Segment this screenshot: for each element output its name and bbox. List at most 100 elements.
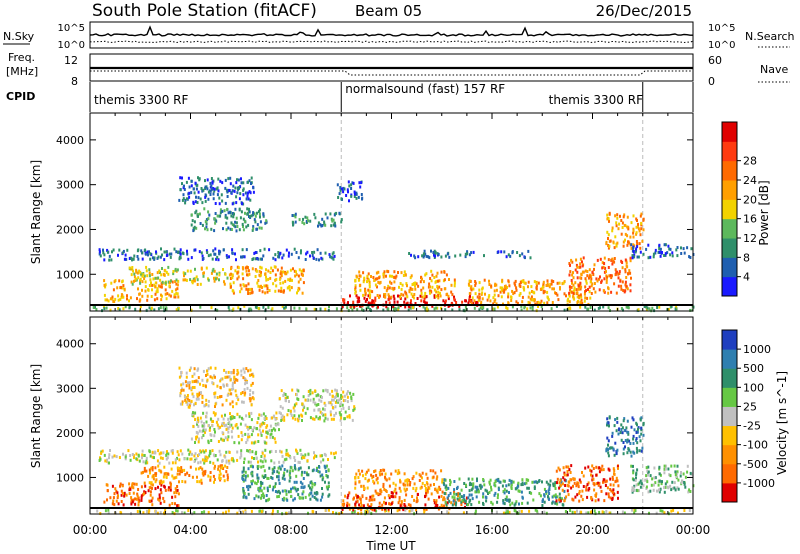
echo-cell bbox=[304, 398, 307, 402]
echo-cell bbox=[235, 423, 238, 426]
echo-cell bbox=[593, 483, 596, 487]
echo-cell bbox=[579, 276, 582, 280]
echo-cell bbox=[363, 276, 366, 280]
echo-cell bbox=[569, 509, 572, 512]
echo-cell bbox=[98, 252, 101, 256]
echo-cell bbox=[148, 250, 150, 254]
echo-cell bbox=[571, 260, 574, 264]
echo-cell bbox=[624, 268, 627, 272]
echo-cell bbox=[199, 466, 202, 470]
echo-cell bbox=[404, 273, 407, 277]
echo-cell bbox=[547, 296, 549, 300]
echo-cell bbox=[279, 251, 282, 255]
echo-cell bbox=[399, 480, 402, 484]
echo-cell bbox=[367, 288, 370, 292]
echo-cell bbox=[192, 229, 195, 233]
echo-cell bbox=[441, 478, 444, 482]
echo-cell bbox=[182, 271, 185, 275]
echo-cell bbox=[587, 288, 589, 291]
echo-cell bbox=[633, 508, 636, 512]
echo-cell bbox=[640, 222, 643, 225]
echo-cell bbox=[435, 274, 438, 278]
echo-cell bbox=[298, 414, 300, 418]
echo-cell bbox=[656, 489, 658, 493]
echo-cell bbox=[95, 308, 98, 311]
echo-cell bbox=[102, 251, 105, 255]
echo-cell bbox=[239, 422, 242, 426]
echo-cell bbox=[138, 459, 141, 463]
echo-cell bbox=[215, 257, 218, 261]
echo-cell bbox=[621, 266, 624, 270]
echo-cell bbox=[153, 256, 156, 260]
echo-cell bbox=[470, 493, 473, 497]
echo-cell bbox=[562, 503, 565, 507]
echo-cell bbox=[605, 240, 608, 244]
echo-cell bbox=[189, 450, 192, 454]
echo-cell bbox=[546, 290, 549, 294]
echo-cell bbox=[131, 482, 134, 486]
echo-cell bbox=[305, 307, 308, 311]
echo-cell bbox=[220, 395, 223, 398]
echo-cell bbox=[563, 471, 566, 475]
echo-cell bbox=[552, 482, 555, 486]
echo-cell bbox=[632, 229, 635, 233]
echo-cell bbox=[192, 200, 195, 204]
echo-cell bbox=[228, 375, 231, 379]
echo-cell bbox=[225, 370, 228, 374]
echo-cell bbox=[610, 274, 613, 278]
echo-cell bbox=[631, 508, 634, 512]
echo-cell bbox=[605, 278, 608, 282]
echo-cell bbox=[335, 411, 337, 415]
echo-cell bbox=[233, 189, 236, 193]
echo-cell bbox=[307, 452, 310, 456]
echo-cell bbox=[238, 508, 241, 512]
echo-cell bbox=[233, 416, 236, 419]
echo-cell bbox=[204, 384, 207, 388]
echo-cell bbox=[255, 269, 258, 273]
echo-cell bbox=[505, 484, 508, 488]
echo-cell bbox=[570, 290, 573, 294]
echo-cell bbox=[177, 295, 180, 299]
echo-cell bbox=[218, 214, 221, 218]
echo-cell bbox=[627, 432, 630, 436]
echo-cell bbox=[646, 478, 648, 482]
echo-cell bbox=[375, 271, 378, 275]
echo-cell bbox=[597, 306, 600, 310]
echo-cell bbox=[686, 470, 689, 474]
echo-cell bbox=[500, 295, 503, 299]
echo-cell bbox=[636, 225, 639, 229]
echo-cell bbox=[425, 254, 428, 258]
echo-cell bbox=[220, 437, 223, 441]
echo-cell bbox=[261, 257, 263, 261]
echo-cell bbox=[164, 472, 167, 476]
echo-cell bbox=[612, 483, 615, 487]
echo-cell bbox=[620, 307, 623, 310]
echo-cell bbox=[638, 242, 641, 246]
echo-cell bbox=[211, 180, 214, 184]
echo-cell bbox=[214, 454, 217, 457]
echo-cell bbox=[141, 280, 144, 284]
echo-cell bbox=[203, 424, 206, 428]
echo-cell bbox=[294, 487, 297, 491]
echo-cell bbox=[294, 220, 297, 224]
echo-cell bbox=[356, 300, 359, 304]
echo-cell bbox=[274, 440, 277, 444]
echo-cell bbox=[259, 423, 262, 427]
echo-cell bbox=[214, 366, 217, 370]
echo-cell bbox=[611, 226, 614, 230]
echo-cell bbox=[652, 255, 655, 259]
echo-cell bbox=[294, 212, 297, 216]
echo-cell bbox=[207, 404, 210, 408]
echo-cell bbox=[532, 498, 535, 502]
colorbar-tick-label: -25 bbox=[743, 420, 761, 433]
echo-cell bbox=[490, 284, 493, 288]
echo-cell bbox=[469, 294, 471, 298]
echo-cell bbox=[570, 464, 573, 468]
echo-cell bbox=[254, 481, 257, 485]
echo-cell bbox=[556, 477, 559, 481]
echo-cell bbox=[389, 503, 392, 506]
echo-cell bbox=[176, 268, 179, 272]
echo-cell bbox=[315, 497, 318, 501]
echo-cell bbox=[476, 300, 479, 304]
echo-cell bbox=[584, 305, 587, 309]
